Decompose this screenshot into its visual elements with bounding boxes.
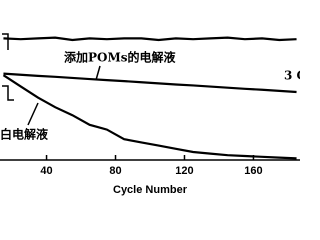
chart: Cycle Number 添加POMs的电解液 空白电解液 3 C 40 80 12… bbox=[0, 33, 300, 196]
arrow bbox=[27, 102, 39, 126]
annotation: 空白电解液 bbox=[0, 127, 48, 142]
annotation: 添加POMs的电解液 bbox=[64, 50, 176, 65]
arrow bbox=[95, 65, 101, 81]
x-tick-label: 120 bbox=[175, 165, 193, 177]
annotation: 3 C bbox=[284, 69, 300, 83]
x-axis-title: Cycle Number bbox=[113, 184, 188, 196]
bracket bbox=[2, 85, 14, 101]
series-line bbox=[3, 72, 297, 94]
x-tick-label: 80 bbox=[109, 165, 121, 177]
page: Cycle Number 添加POMs的电解液 空白电解液 3 C 40 80 12… bbox=[0, 33, 300, 196]
series-line bbox=[2, 74, 297, 160]
x-tick-label: 40 bbox=[40, 165, 52, 177]
x-tick-label: 160 bbox=[244, 165, 262, 177]
series-line bbox=[3, 36, 297, 42]
bracket bbox=[2, 33, 9, 50]
